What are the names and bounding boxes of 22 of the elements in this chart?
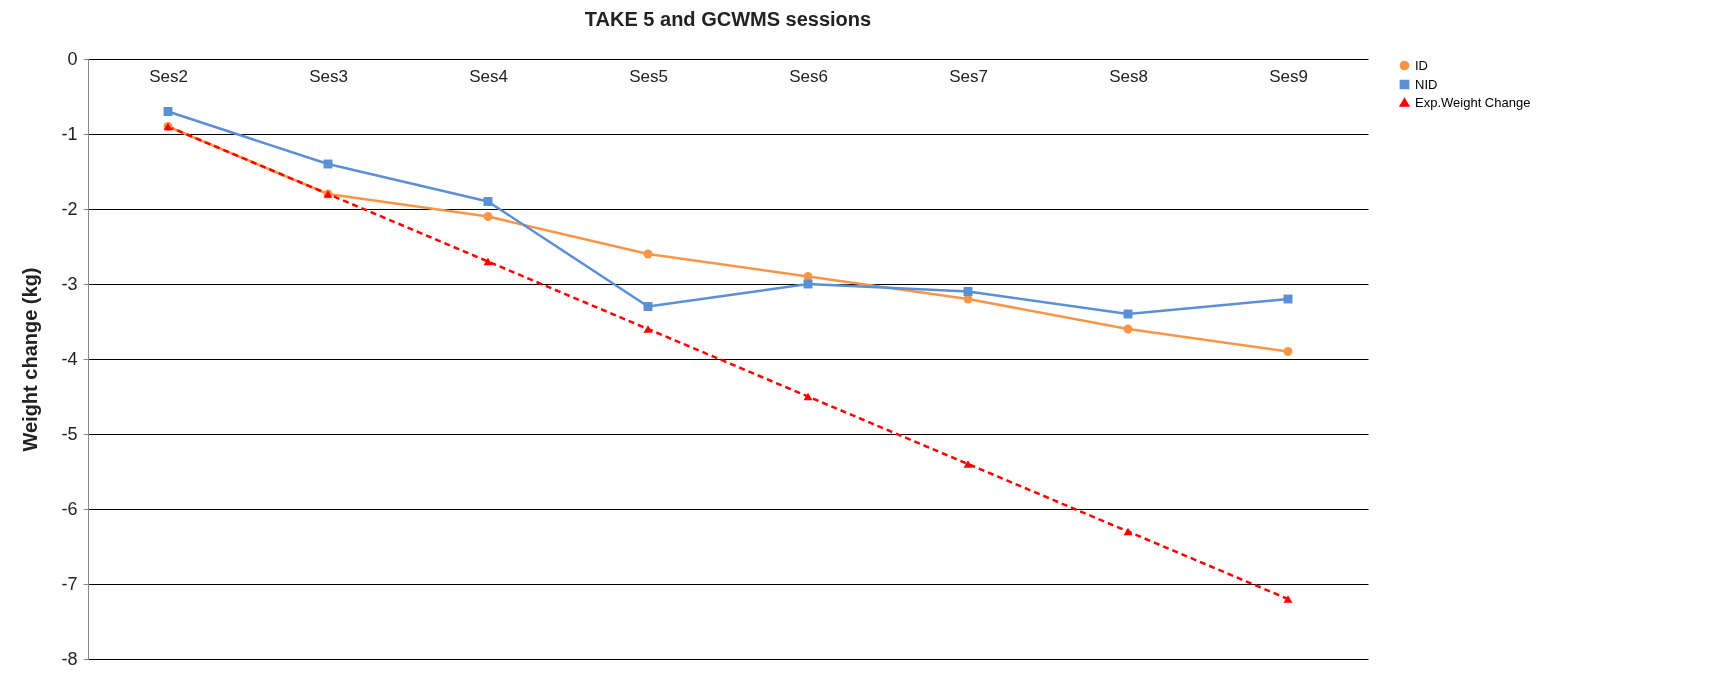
y-tick-label: -1 (61, 123, 78, 144)
x-tick-label: Ses7 (949, 66, 988, 86)
y-tick-label: -6 (61, 498, 78, 519)
legend-label: NID (1415, 76, 1438, 92)
y-tick-label: -4 (61, 348, 78, 369)
y-tick-label: -8 (61, 648, 78, 669)
y-tick-label: -7 (61, 573, 78, 594)
x-tick-label: Ses2 (149, 66, 188, 86)
legend-label: ID (1415, 57, 1428, 73)
y-tick-label: 0 (67, 48, 78, 69)
x-tick-label: Ses6 (789, 66, 828, 86)
y-tick-label: -3 (61, 273, 78, 294)
x-tick-label: Ses9 (1269, 66, 1308, 86)
x-tick-label: Ses8 (1109, 66, 1148, 86)
x-tick-label: Ses5 (629, 66, 668, 86)
y-tick-label: -5 (61, 423, 78, 444)
x-tick-label: Ses4 (469, 66, 508, 86)
y-tick-label: -2 (61, 198, 78, 219)
chart-title: TAKE 5 and GCWMS sessions (584, 8, 872, 30)
legend-label: Exp.Weight Change (1415, 94, 1531, 110)
y-axis-title: Weight change (kg) (19, 267, 42, 452)
x-tick-label: Ses3 (309, 66, 348, 86)
